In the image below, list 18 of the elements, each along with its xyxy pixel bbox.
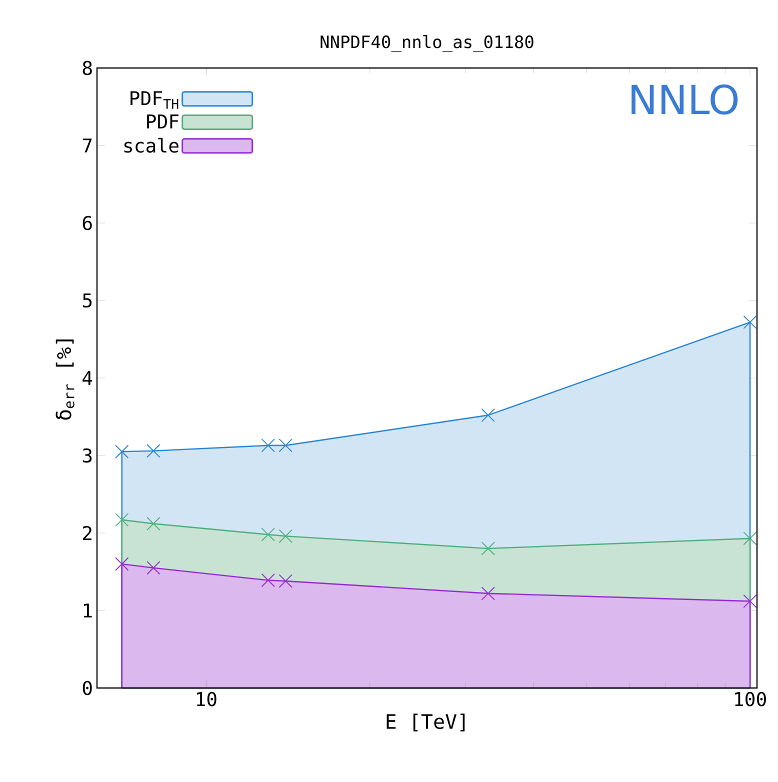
y-tick-label: 0 [82,680,92,696]
y-tick-label: 7 [82,138,92,152]
y-tick-label: 4 [82,371,92,385]
y-tick-label: 2 [83,526,92,540]
x-tick-label: 100 [735,692,766,706]
x-axis-title: E [TeV] [386,714,465,732]
y-tick-label: 5 [82,293,92,308]
legend-label: PDF$_{TH}$ [130,91,178,109]
y-tick-label: 6 [82,216,92,230]
legend-label: PDF [147,114,178,128]
text: δ$_{err}$ [%] [56,340,74,420]
annotation: NNLO [632,84,738,115]
y-tick-label: 1 [84,604,92,618]
legend-label: scale [124,138,178,153]
chart-title: NNPDF40_nnlo_as_01180 [320,35,534,52]
y-tick-label: 3 [82,448,92,463]
x-tick-label: 10 [196,692,216,706]
y-tick-label: 8 [82,60,92,76]
